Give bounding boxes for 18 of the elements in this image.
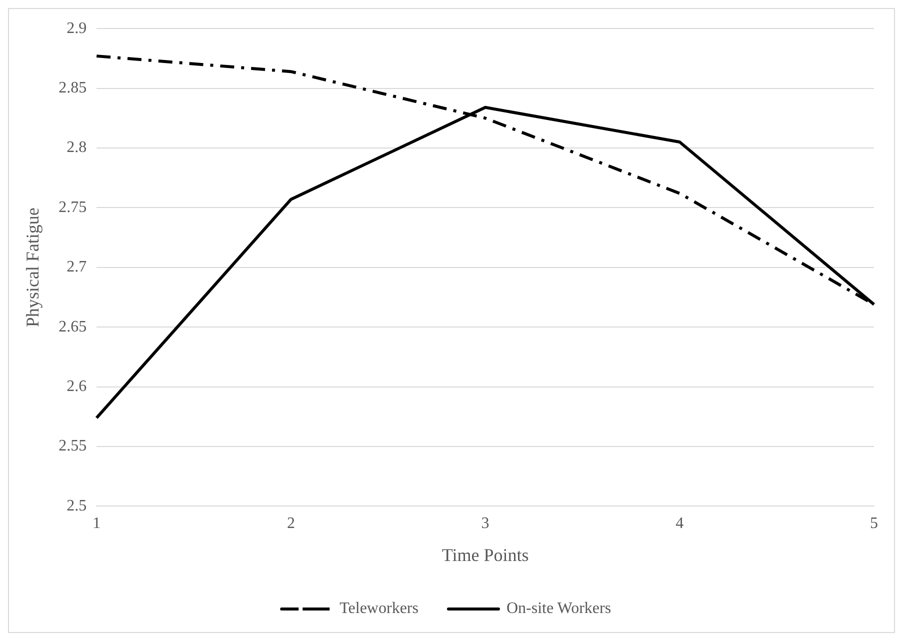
x-tick-label: 4 <box>676 515 684 532</box>
x-axis-title: Time Points <box>442 544 529 565</box>
x-tick-label: 2 <box>286 515 295 532</box>
legend-label: On-site Workers <box>506 600 612 618</box>
legend-label: Teleworkers <box>340 600 418 618</box>
y-tick-label: 2.7 <box>66 258 87 276</box>
y-tick-label: 2.55 <box>58 438 87 455</box>
x-tick-label: 5 <box>870 515 878 532</box>
y-tick-label: 2.5 <box>66 497 87 514</box>
y-tick-label: 2.9 <box>66 20 87 37</box>
x-tick-label: 1 <box>92 515 101 532</box>
y-axis-title: Physical Fatigue <box>22 208 43 328</box>
y-tick-label: 2.6 <box>66 378 87 396</box>
y-tick-label: 2.8 <box>66 139 87 156</box>
x-tick-label: 3 <box>481 515 490 532</box>
y-tick-label: 2.85 <box>58 80 87 97</box>
y-tick-label: 2.75 <box>58 198 87 216</box>
y-tick-label: 2.65 <box>58 318 87 336</box>
